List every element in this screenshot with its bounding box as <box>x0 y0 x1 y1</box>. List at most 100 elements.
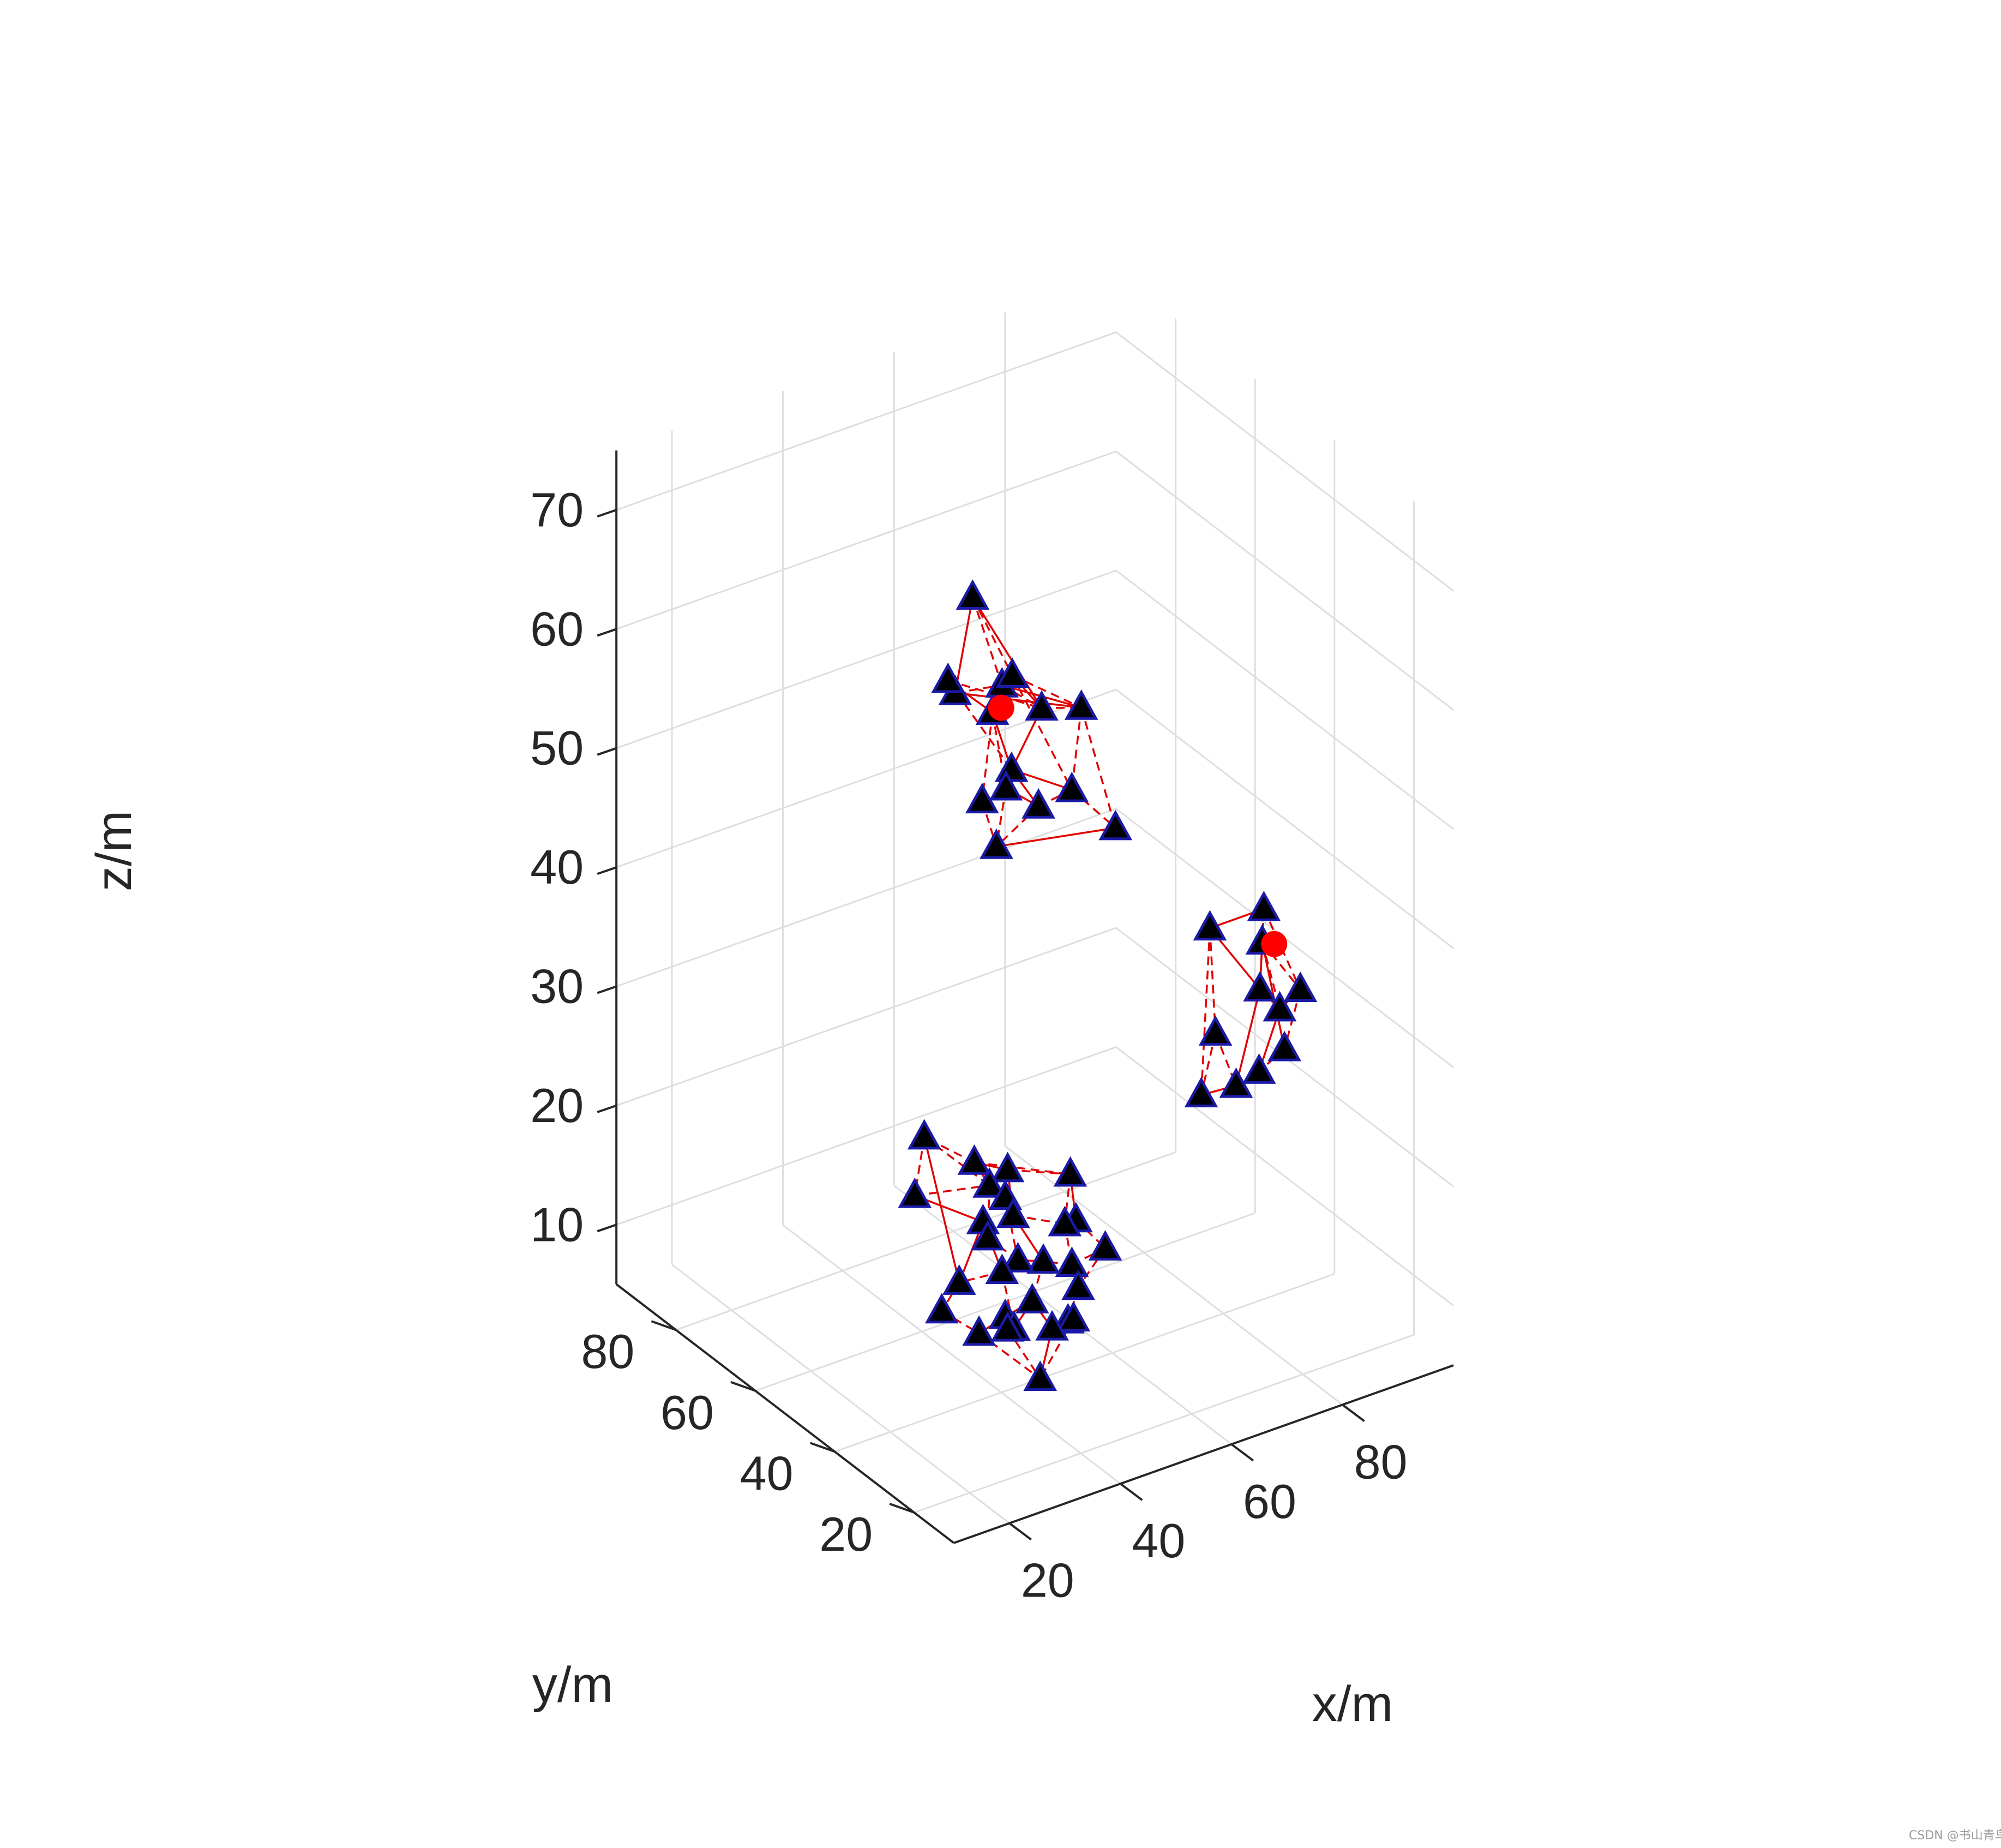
grid-line <box>1115 569 1455 830</box>
z-tick <box>597 628 617 637</box>
z-tick <box>597 985 617 994</box>
cluster-head-point <box>988 694 1014 721</box>
cluster-1-link <box>1071 789 1116 829</box>
x-tick <box>1230 1443 1254 1462</box>
grid-line <box>1004 1145 1343 1406</box>
y-tick-label: 20 <box>819 1507 873 1561</box>
grid-line <box>914 1334 1414 1514</box>
cluster-1-link <box>1080 707 1116 829</box>
svg-text:CSDN @书山青鸟叫: CSDN @书山青鸟叫 <box>1909 1829 2001 1843</box>
sensor-node-triangle <box>907 1119 941 1150</box>
sensor-node-triangle <box>962 1315 996 1346</box>
grid-line <box>616 808 1116 987</box>
cluster-2-link <box>1261 941 1301 991</box>
cluster-head-point <box>1261 931 1288 957</box>
sensor-node-triangle <box>1048 1205 1082 1237</box>
sensor-node-triangle <box>1198 1015 1233 1046</box>
cluster-3-link <box>923 1137 960 1283</box>
sensor-node-triangle <box>1026 1243 1060 1274</box>
sensor-node-triangle <box>990 1151 1025 1183</box>
sensor-node-triangle <box>972 1167 1006 1198</box>
sensor-node-triangle <box>1055 1246 1089 1277</box>
sensor-node-triangle <box>1247 891 1281 921</box>
sensor-node-triangle <box>1056 1301 1091 1332</box>
sensor-node-triangle <box>931 662 965 693</box>
z-tick-label: 70 <box>530 483 584 537</box>
sensor-node-triangle <box>1267 1030 1302 1061</box>
grid-line <box>616 451 1116 630</box>
sensor-node-triangle <box>996 1197 1030 1228</box>
link-layer <box>914 597 1302 1379</box>
sensor-node-triangle <box>1061 1269 1095 1300</box>
z-tick-label: 30 <box>530 959 584 1013</box>
z-tick <box>597 866 617 875</box>
y-tick <box>889 1503 915 1514</box>
cluster-3-link <box>978 1333 1041 1379</box>
sensor-node-triangle <box>985 1253 1019 1285</box>
grid-line <box>1115 689 1455 949</box>
x-tick <box>1120 1483 1143 1501</box>
cluster-1-link <box>1012 674 1082 709</box>
x-tick <box>1008 1522 1032 1541</box>
cluster-1-link <box>971 597 1043 709</box>
x-tick-label: 80 <box>1354 1435 1408 1489</box>
grid-line <box>671 1264 1010 1524</box>
y-tick <box>651 1320 677 1331</box>
cluster-1-link <box>954 597 974 693</box>
watermark-logo: CSDN @书山青鸟叫 <box>1909 1829 2001 1843</box>
sensor-node-triangle <box>965 783 999 814</box>
x-tick-label: 20 <box>1021 1553 1074 1607</box>
x-axis-label: x/m <box>1312 1676 1393 1732</box>
grid-line <box>675 1151 1176 1331</box>
cluster-2-link <box>1209 928 1217 1034</box>
cluster-1-link <box>971 597 1013 676</box>
cluster-1-link <box>971 597 1003 686</box>
cluster-2-link <box>1200 1033 1217 1095</box>
cluster-3-link <box>974 1161 1071 1175</box>
cluster-1-link <box>996 827 1116 848</box>
sensor-node-triangle <box>1263 991 1297 1022</box>
cluster-1-link <box>1011 675 1073 790</box>
sensor-node-triangle <box>1193 910 1227 941</box>
x-tick-label: 40 <box>1132 1514 1185 1568</box>
cluster-1-link <box>995 805 1039 848</box>
sensor-node-triangle <box>1025 690 1059 721</box>
x-tick-label: 60 <box>1243 1474 1296 1528</box>
node-layer <box>898 579 1318 1391</box>
grid-line <box>616 927 1116 1107</box>
grid-line <box>616 331 1116 511</box>
y-axis-line <box>615 1283 955 1544</box>
cluster-3-link <box>915 1184 990 1197</box>
sensor-node-triangle <box>1184 1077 1218 1108</box>
y-tick <box>809 1442 836 1453</box>
axis-layer <box>597 450 1454 1544</box>
sensor-node-triangle <box>1088 1230 1122 1261</box>
sensor-node-triangle <box>980 828 1013 859</box>
sensor-node-triangle <box>1015 1283 1049 1313</box>
sensor-node-triangle <box>1021 788 1055 819</box>
sensor-node-triangle <box>1023 1360 1057 1391</box>
grid-line <box>782 1224 1121 1485</box>
y-tick <box>730 1381 756 1392</box>
z-tick <box>597 1223 617 1233</box>
sensor-node-triangle <box>957 1144 992 1175</box>
cluster-1-link <box>955 692 1081 709</box>
z-axis-label: z/m <box>86 811 142 891</box>
grid-layer <box>616 312 1455 1524</box>
cluster-3-link <box>1039 1318 1074 1379</box>
grid-line <box>1115 451 1455 711</box>
sensor-node-triangle <box>989 770 1023 801</box>
y-tick-label: 60 <box>660 1385 714 1439</box>
y-axis-label: y/m <box>532 1657 613 1713</box>
cluster-3-link <box>1007 1168 1071 1175</box>
x-axis-line <box>953 1364 1454 1544</box>
z-tick-label: 50 <box>530 721 584 775</box>
grid-line <box>834 1273 1335 1453</box>
sensor-node-triangle <box>995 657 1030 688</box>
cluster-3-link <box>1004 1197 1019 1261</box>
z-tick-label: 20 <box>530 1078 584 1132</box>
grid-line <box>616 1046 1116 1226</box>
grid-line <box>1115 331 1455 592</box>
sensor-node-triangle <box>942 1264 976 1295</box>
sensor-node-triangle <box>990 1311 1025 1342</box>
